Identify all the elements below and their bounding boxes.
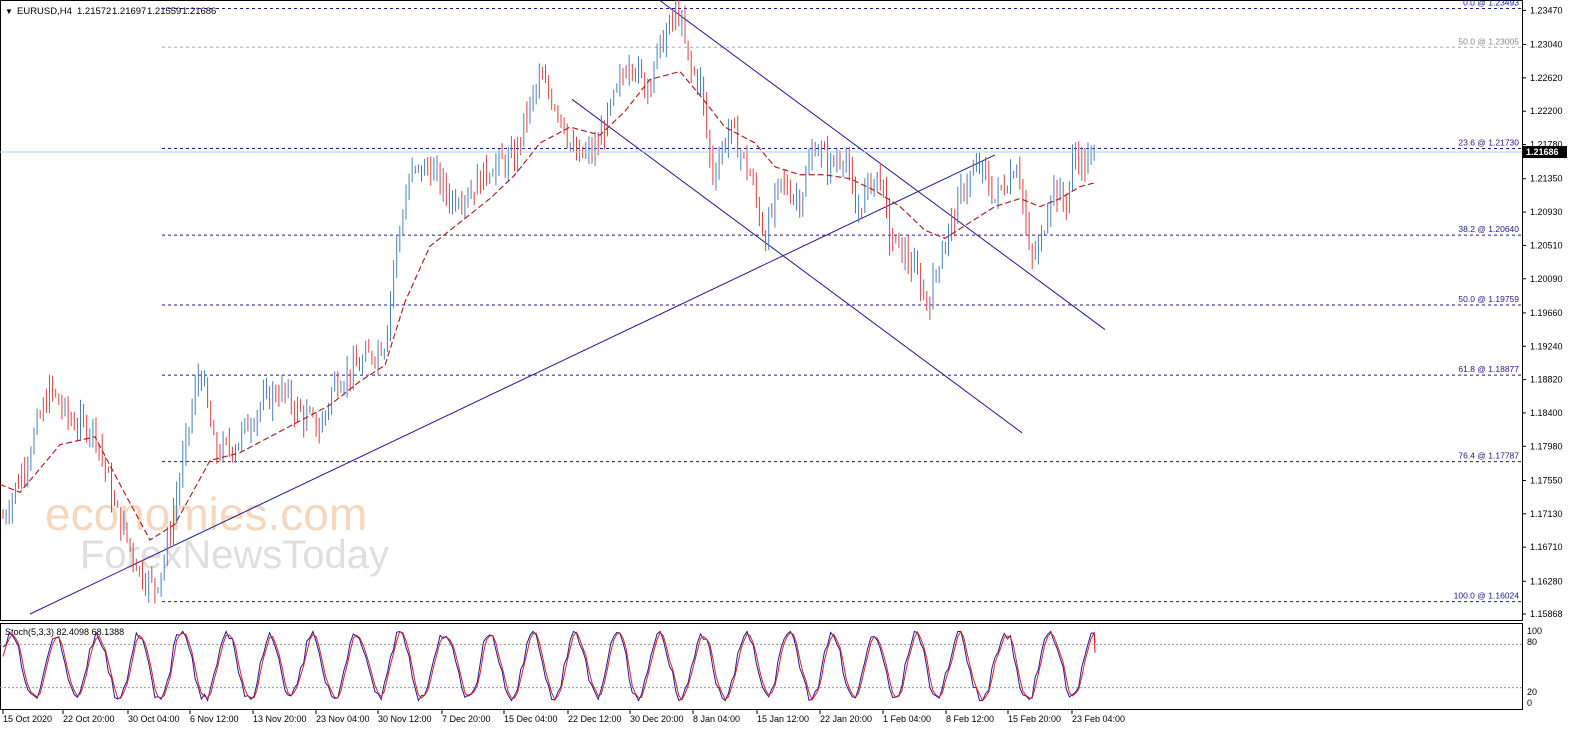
fib-label-6: 76.4 @ 1.17787 — [1458, 451, 1519, 461]
x-tick-label: 22 Dec 12:00 — [568, 714, 622, 724]
stoch-level-0: 0 — [1527, 698, 1532, 708]
x-tick-label: 13 Nov 20:00 — [253, 714, 307, 724]
y-tick-label: 1.17980 — [1530, 441, 1563, 451]
stochastic-plot-frame — [0, 623, 1523, 710]
stoch-level-80: 80 — [1527, 637, 1537, 647]
x-tick-label: 30 Dec 20:00 — [630, 714, 684, 724]
x-tick-label: 1 Feb 04:00 — [883, 714, 931, 724]
stochastic-oscillator — [0, 630, 1522, 703]
y-tick-label: 1.17550 — [1530, 475, 1563, 485]
y-tick-label: 1.21780 — [1530, 140, 1563, 150]
stoch-k-line — [2, 630, 1096, 703]
x-tick-label: 22 Oct 20:00 — [63, 714, 115, 724]
y-tick-label: 1.16280 — [1530, 576, 1563, 586]
y-tick-label: 1.20510 — [1530, 240, 1563, 250]
y-tick-label: 1.19240 — [1530, 341, 1563, 351]
y-tick-label: 1.23040 — [1530, 40, 1563, 50]
price-axis: 1.23470 1.23040 1.22620 1.22200 1.21780 1.213… — [1522, 5, 1563, 619]
y-tick-label: 1.22200 — [1530, 106, 1563, 116]
ohlc-open: 1.21572 — [77, 6, 111, 17]
stoch-d-line — [2, 630, 1096, 702]
time-axis: 15 Oct 2020 22 Oct 20:00 30 Oct 04:00 6 Nov… — [2, 710, 1125, 724]
y-tick-label: 1.20930 — [1530, 207, 1563, 217]
fib-label-2: 23.6 @ 1.21730 — [1458, 138, 1519, 148]
x-tick-label: 22 Jan 20:00 — [820, 714, 872, 724]
x-tick-label: 7 Dec 20:00 — [442, 714, 491, 724]
y-tick-label: 1.22620 — [1530, 73, 1563, 83]
fib-label-7: 100.0 @ 1.16024 — [1454, 591, 1520, 601]
x-tick-label: 15 Oct 2020 — [3, 714, 52, 724]
stochastic-label: Stoch(5,3,3) 82.4098 68.1388 — [5, 627, 124, 637]
current-price-label: 1.21686 — [1526, 147, 1559, 157]
trendline-1[interactable] — [29, 154, 996, 615]
main-plot-frame — [0, 0, 1523, 621]
ma-line — [0, 70, 1096, 541]
x-tick-label: 8 Feb 12:00 — [946, 714, 994, 724]
ohlc-low: 1.21559 — [147, 6, 181, 17]
fib-label-4: 50.0 @ 1.19759 — [1458, 294, 1519, 304]
stoch-level-100: 100 — [1527, 626, 1542, 636]
chevron-down-icon[interactable]: ▼ — [5, 7, 13, 16]
x-tick-label: 8 Jan 04:00 — [693, 714, 740, 724]
x-tick-label: 23 Feb 04:00 — [1072, 714, 1125, 724]
symbol-label: EURUSD,H4 — [17, 6, 72, 17]
x-tick-label: 6 Nov 12:00 — [190, 714, 239, 724]
stoch-level-20: 20 — [1527, 687, 1537, 697]
fibonacci-levels: 0.0 @ 1.23493 50.0 @ 1.23005 23.6 @ 1.2173… — [162, 0, 1522, 603]
moving-average — [0, 70, 1096, 541]
trendline-3[interactable] — [571, 98, 1023, 434]
y-tick-label: 1.17130 — [1530, 509, 1563, 519]
x-tick-label: 15 Dec 04:00 — [504, 714, 558, 724]
fib-label-1: 50.0 @ 1.23005 — [1458, 36, 1519, 46]
fib-label-0: 0.0 @ 1.23493 — [1463, 0, 1519, 8]
fib-label-5: 61.8 @ 1.18877 — [1458, 364, 1519, 374]
y-tick-label: 1.16710 — [1530, 542, 1563, 552]
x-tick-label: 15 Jan 12:00 — [757, 714, 809, 724]
x-tick-label: 15 Feb 20:00 — [1008, 714, 1061, 724]
y-tick-label: 1.15868 — [1530, 609, 1563, 619]
y-tick-label: 1.23470 — [1530, 5, 1563, 15]
watermark-economies: economies.com — [45, 488, 367, 540]
y-tick-label: 1.18820 — [1530, 375, 1563, 385]
y-tick-label: 1.19660 — [1530, 308, 1563, 318]
x-tick-label: 23 Nov 04:00 — [316, 714, 370, 724]
watermark-forexnewstoday: ForexNewsToday — [80, 533, 389, 577]
fib-label-3: 38.2 @ 1.20640 — [1458, 224, 1519, 234]
x-tick-label: 30 Nov 12:00 — [378, 714, 432, 724]
y-tick-label: 1.21350 — [1530, 174, 1563, 184]
y-tick-label: 1.20090 — [1530, 274, 1563, 284]
x-tick-label: 30 Oct 04:00 — [128, 714, 180, 724]
y-tick-label: 1.18400 — [1530, 408, 1563, 418]
current-price-tag — [1523, 146, 1567, 159]
ohlc-high: 1.21697 — [112, 6, 146, 17]
ohlc-close: 1.21686 — [182, 6, 216, 17]
